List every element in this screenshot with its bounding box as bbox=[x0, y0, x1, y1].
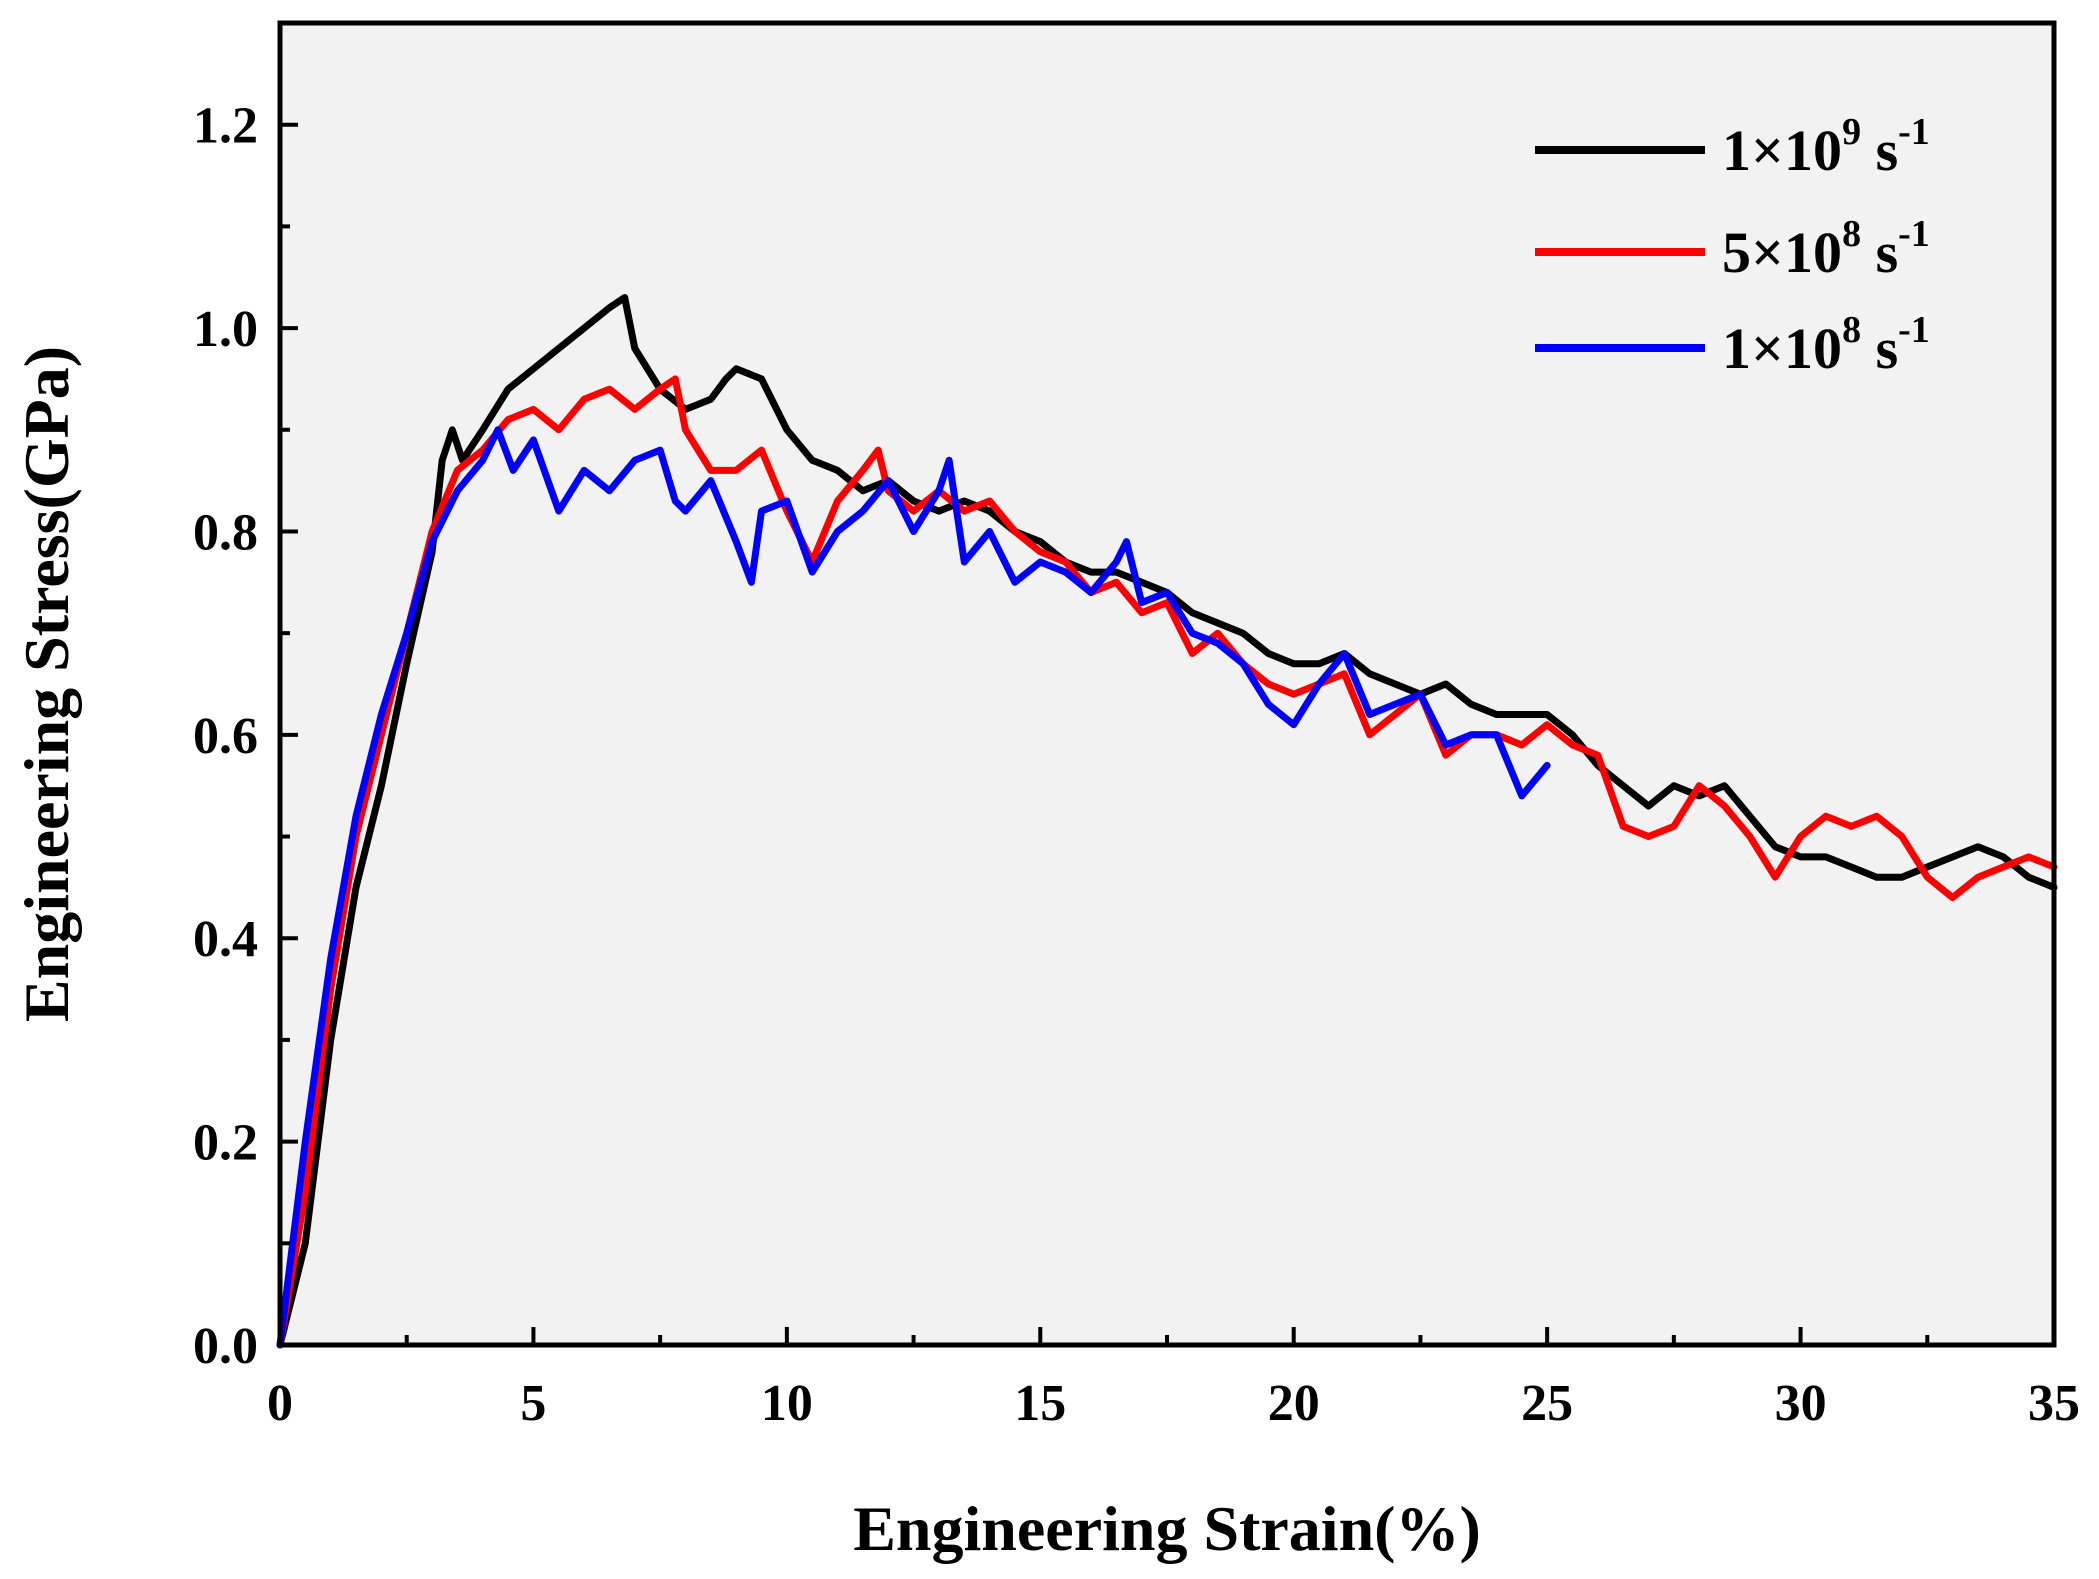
x-tick-label: 35 bbox=[2028, 1375, 2080, 1432]
legend: 1×109 s-15×108 s-11×108 s-1 bbox=[1535, 111, 1930, 381]
y-tick-label: 1.2 bbox=[193, 98, 258, 155]
x-tick-label: 30 bbox=[1775, 1375, 1827, 1432]
series-line bbox=[276, 375, 2058, 1349]
x-axis-title: Engineering Strain(%) bbox=[853, 1493, 1481, 1564]
series-layer bbox=[276, 294, 2058, 1349]
y-axis: 0.0 0.2 0.4 0.6 0.8 1.0 1.2 bbox=[193, 21, 298, 1375]
legend-text-part: 5×10 bbox=[1722, 220, 1842, 285]
legend-superscript: -1 bbox=[1898, 213, 1930, 255]
x-tick-label: 25 bbox=[1521, 1375, 1573, 1432]
y-tick-label: 0.8 bbox=[193, 504, 258, 561]
legend-label: 5×108 s-1 bbox=[1722, 213, 1930, 285]
x-tick-label: 5 bbox=[520, 1375, 546, 1432]
series-line bbox=[276, 426, 1551, 1349]
legend-text-part: s bbox=[1861, 220, 1898, 285]
legend-superscript: 8 bbox=[1842, 309, 1861, 351]
legend-superscript: -1 bbox=[1898, 309, 1930, 351]
legend-text-part: 1×10 bbox=[1722, 118, 1842, 183]
legend-label: 1×108 s-1 bbox=[1722, 309, 1930, 381]
series-line bbox=[276, 294, 2058, 1349]
x-tick-label: 15 bbox=[1014, 1375, 1066, 1432]
legend-label: 1×109 s-1 bbox=[1722, 111, 1930, 183]
legend-superscript: -1 bbox=[1898, 111, 1930, 153]
legend-text-part: 1×10 bbox=[1722, 316, 1842, 381]
legend-superscript: 9 bbox=[1842, 111, 1861, 153]
y-tick-label: 0.2 bbox=[193, 1115, 258, 1172]
legend-text-part: s bbox=[1861, 118, 1898, 183]
x-tick-label: 0 bbox=[267, 1375, 293, 1432]
legend-superscript: 8 bbox=[1842, 213, 1861, 255]
x-tick-label: 20 bbox=[1268, 1375, 1320, 1432]
y-tick-label: 0.4 bbox=[193, 911, 258, 968]
y-tick-label: 0.6 bbox=[193, 708, 258, 765]
y-tick-label: 0.0 bbox=[193, 1318, 258, 1375]
x-axis: 0 5 10 15 20 25 30 35 bbox=[267, 1327, 2080, 1432]
x-tick-label: 10 bbox=[761, 1375, 813, 1432]
plot-area bbox=[280, 23, 2054, 1345]
legend-text-part: s bbox=[1861, 316, 1898, 381]
y-tick-label: 1.0 bbox=[193, 301, 258, 358]
y-axis-title: Engineering Stress(GPa) bbox=[11, 346, 82, 1022]
